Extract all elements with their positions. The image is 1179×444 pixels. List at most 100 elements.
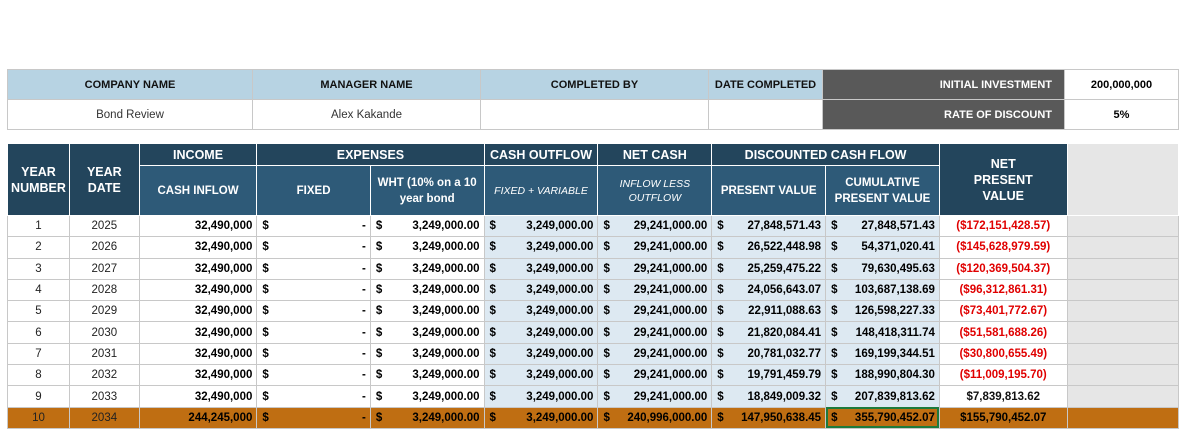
year-number-cell[interactable]: 8 <box>7 364 70 387</box>
present-value-cell[interactable]: $25,259,475.22 <box>711 257 827 280</box>
present-value-cell[interactable]: $147,950,638.45 <box>711 406 827 429</box>
present-value-cell[interactable]: $26,522,448.98 <box>711 236 827 259</box>
rate-of-discount-cell[interactable]: 5% <box>1064 99 1179 130</box>
cash-outflow-cell[interactable]: $3,249,000.00 <box>483 214 599 238</box>
cash-inflow-cell[interactable]: 32,490,000 <box>138 300 258 323</box>
cash-outflow-cell[interactable]: $3,249,000.00 <box>483 257 599 280</box>
net-present-value-cell[interactable]: $155,790,452.07 <box>938 406 1068 429</box>
cash-outflow-cell[interactable]: $3,249,000.00 <box>483 300 599 323</box>
wht-cell[interactable]: $3,249,000.00 <box>369 278 485 302</box>
present-value-cell[interactable]: $24,056,643.07 <box>711 278 827 302</box>
year-number-cell[interactable]: 7 <box>7 342 70 366</box>
completed-by-cell[interactable] <box>480 99 709 130</box>
fixed-cell[interactable]: $ - <box>256 342 371 366</box>
year-number-cell[interactable]: 10 <box>7 406 70 429</box>
year-number-cell[interactable]: 9 <box>7 385 70 408</box>
year-date-cell[interactable]: 2033 <box>68 385 140 408</box>
cash-inflow-cell[interactable]: 32,490,000 <box>138 364 258 387</box>
cumulative-pv-cell[interactable]: $126,598,227.33 <box>825 300 940 323</box>
net-cash-cell[interactable]: $29,241,000.00 <box>597 214 713 238</box>
year-date-cell[interactable]: 2026 <box>68 236 140 259</box>
wht-cell[interactable]: $3,249,000.00 <box>369 236 485 259</box>
year-date-cell[interactable]: 2025 <box>68 214 140 238</box>
present-value-cell[interactable]: $19,791,459.79 <box>711 364 827 387</box>
cash-outflow-cell[interactable]: $3,249,000.00 <box>483 342 599 366</box>
net-present-value-cell[interactable]: ($172,151,428.57) <box>938 214 1068 238</box>
wht-cell[interactable]: $3,249,000.00 <box>369 406 485 429</box>
cash-outflow-cell[interactable]: $3,249,000.00 <box>483 385 599 408</box>
year-date-cell[interactable]: 2030 <box>68 321 140 344</box>
fixed-cell[interactable]: $ - <box>256 385 371 408</box>
net-cash-cell[interactable]: $29,241,000.00 <box>597 364 713 387</box>
net-cash-cell[interactable]: $29,241,000.00 <box>597 236 713 259</box>
net-present-value-cell[interactable]: ($96,312,861.31) <box>938 278 1068 302</box>
cumulative-pv-cell[interactable]: $103,687,138.69 <box>825 278 940 302</box>
net-cash-cell[interactable]: $29,241,000.00 <box>597 342 713 366</box>
present-value-cell[interactable]: $21,820,084.41 <box>711 321 827 344</box>
wht-cell[interactable]: $3,249,000.00 <box>369 300 485 323</box>
cumulative-pv-cell[interactable]: $54,371,020.41 <box>825 236 940 259</box>
cash-inflow-cell[interactable]: 32,490,000 <box>138 236 258 259</box>
cash-inflow-cell[interactable]: 32,490,000 <box>138 385 258 408</box>
fixed-cell[interactable]: $ - <box>256 406 371 429</box>
net-present-value-cell[interactable]: ($120,369,504.37) <box>938 257 1068 280</box>
fixed-cell[interactable]: $ - <box>256 321 371 344</box>
wht-cell[interactable]: $3,249,000.00 <box>369 364 485 387</box>
net-present-value-cell[interactable]: ($145,628,979.59) <box>938 236 1068 259</box>
net-present-value-cell[interactable]: ($30,800,655.49) <box>938 342 1068 366</box>
cumulative-pv-cell[interactable]: $188,990,804.30 <box>825 364 940 387</box>
year-date-cell[interactable]: 2032 <box>68 364 140 387</box>
cash-inflow-cell[interactable]: 244,245,000 <box>138 406 258 429</box>
present-value-cell[interactable]: $27,848,571.43 <box>711 214 827 238</box>
year-date-cell[interactable]: 2029 <box>68 300 140 323</box>
cash-inflow-cell[interactable]: 32,490,000 <box>138 342 258 366</box>
cumulative-pv-cell[interactable]: $27,848,571.43 <box>825 214 940 238</box>
year-date-cell[interactable]: 2034 <box>68 406 140 429</box>
cash-outflow-cell[interactable]: $3,249,000.00 <box>483 364 599 387</box>
manager-name-cell[interactable]: Alex Kakande <box>252 99 481 130</box>
cash-outflow-cell[interactable]: $3,249,000.00 <box>483 321 599 344</box>
present-value-cell[interactable]: $18,849,009.32 <box>711 385 827 408</box>
wht-cell[interactable]: $3,249,000.00 <box>369 257 485 280</box>
year-number-cell[interactable]: 4 <box>7 278 70 302</box>
fixed-cell[interactable]: $ - <box>256 278 371 302</box>
net-cash-cell[interactable]: $29,241,000.00 <box>597 257 713 280</box>
cumulative-pv-cell[interactable]: $207,839,813.62 <box>825 385 940 408</box>
year-date-cell[interactable]: 2028 <box>68 278 140 302</box>
net-cash-cell[interactable]: $29,241,000.00 <box>597 385 713 408</box>
wht-cell[interactable]: $3,249,000.00 <box>369 385 485 408</box>
fixed-cell[interactable]: $ - <box>256 364 371 387</box>
fixed-cell[interactable]: $ - <box>256 300 371 323</box>
net-present-value-cell[interactable]: ($11,009,195.70) <box>938 364 1068 387</box>
year-number-cell[interactable]: 6 <box>7 321 70 344</box>
cumulative-pv-cell[interactable]: $355,790,452.07 <box>825 406 940 429</box>
wht-cell[interactable]: $3,249,000.00 <box>369 321 485 344</box>
cash-inflow-cell[interactable]: 32,490,000 <box>138 278 258 302</box>
fixed-cell[interactable]: $ - <box>256 214 371 238</box>
cumulative-pv-cell[interactable]: $169,199,344.51 <box>825 342 940 366</box>
year-date-cell[interactable]: 2031 <box>68 342 140 366</box>
year-number-cell[interactable]: 2 <box>7 236 70 259</box>
fixed-cell[interactable]: $ - <box>256 257 371 280</box>
present-value-cell[interactable]: $22,911,088.63 <box>711 300 827 323</box>
net-cash-cell[interactable]: $29,241,000.00 <box>597 321 713 344</box>
net-present-value-cell[interactable]: ($51,581,688.26) <box>938 321 1068 344</box>
initial-investment-cell[interactable]: 200,000,000 <box>1064 69 1179 100</box>
year-date-cell[interactable]: 2027 <box>68 257 140 280</box>
cumulative-pv-cell[interactable]: $79,630,495.63 <box>825 257 940 280</box>
net-cash-cell[interactable]: $29,241,000.00 <box>597 300 713 323</box>
date-completed-cell[interactable] <box>708 99 823 130</box>
cash-inflow-cell[interactable]: 32,490,000 <box>138 321 258 344</box>
present-value-cell[interactable]: $20,781,032.77 <box>711 342 827 366</box>
wht-cell[interactable]: $3,249,000.00 <box>369 342 485 366</box>
cash-outflow-cell[interactable]: $3,249,000.00 <box>483 278 599 302</box>
net-cash-cell[interactable]: $29,241,000.00 <box>597 278 713 302</box>
cash-outflow-cell[interactable]: $3,249,000.00 <box>483 236 599 259</box>
year-number-cell[interactable]: 5 <box>7 300 70 323</box>
fixed-cell[interactable]: $ - <box>256 236 371 259</box>
cash-inflow-cell[interactable]: 32,490,000 <box>138 257 258 280</box>
year-number-cell[interactable]: 3 <box>7 257 70 280</box>
wht-cell[interactable]: $3,249,000.00 <box>369 214 485 238</box>
net-cash-cell[interactable]: $240,996,000.00 <box>597 406 713 429</box>
cash-inflow-cell[interactable]: 32,490,000 <box>138 214 258 238</box>
